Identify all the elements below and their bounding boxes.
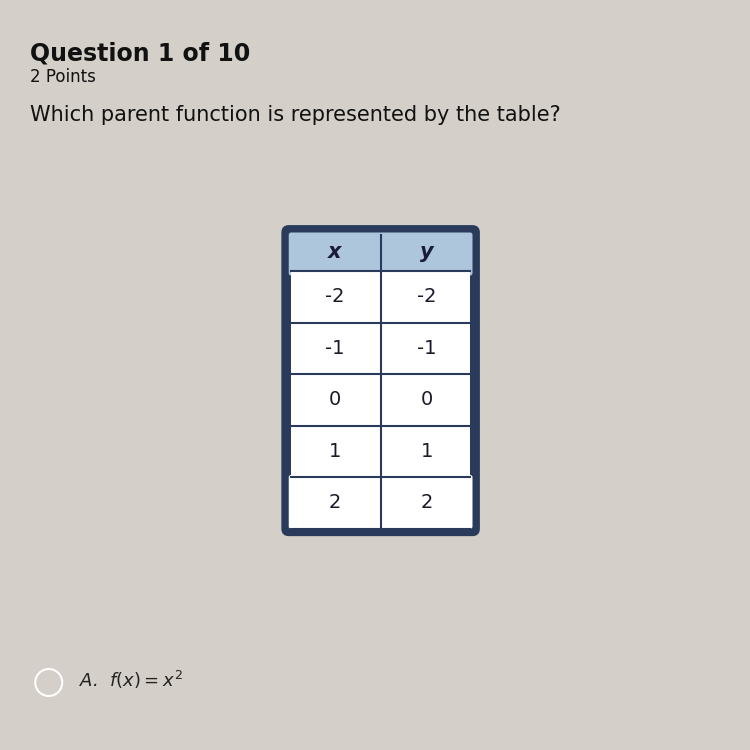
Text: 0: 0 <box>421 391 433 410</box>
Text: -1: -1 <box>417 339 436 358</box>
Bar <box>291 271 470 322</box>
FancyBboxPatch shape <box>283 226 478 535</box>
Text: x: x <box>328 242 341 262</box>
Bar <box>291 426 470 477</box>
Text: y: y <box>420 242 434 262</box>
Text: Which parent function is represented by the table?: Which parent function is represented by … <box>30 105 561 125</box>
Bar <box>291 374 470 426</box>
Text: 1: 1 <box>328 442 340 461</box>
FancyBboxPatch shape <box>289 475 472 529</box>
Text: -2: -2 <box>417 287 436 306</box>
Text: 2: 2 <box>328 494 340 512</box>
Text: 2: 2 <box>421 494 433 512</box>
Text: -2: -2 <box>325 287 344 306</box>
Bar <box>291 322 470 374</box>
Text: A.  $f(x) = x^2$: A. $f(x) = x^2$ <box>79 669 182 692</box>
Text: 0: 0 <box>328 391 340 410</box>
Text: 2 Points: 2 Points <box>30 68 96 86</box>
Text: Question 1 of 10: Question 1 of 10 <box>30 41 251 65</box>
Text: 1: 1 <box>421 442 433 461</box>
FancyBboxPatch shape <box>289 232 472 275</box>
Text: -1: -1 <box>325 339 344 358</box>
